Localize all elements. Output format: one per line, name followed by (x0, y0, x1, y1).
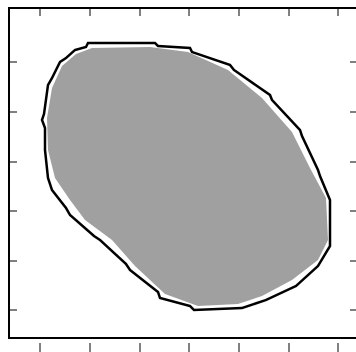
page-body (0, 0, 356, 352)
page: {} html, body { margin: 0; padding: 0; b… (0, 0, 356, 352)
figure (0, 0, 356, 352)
